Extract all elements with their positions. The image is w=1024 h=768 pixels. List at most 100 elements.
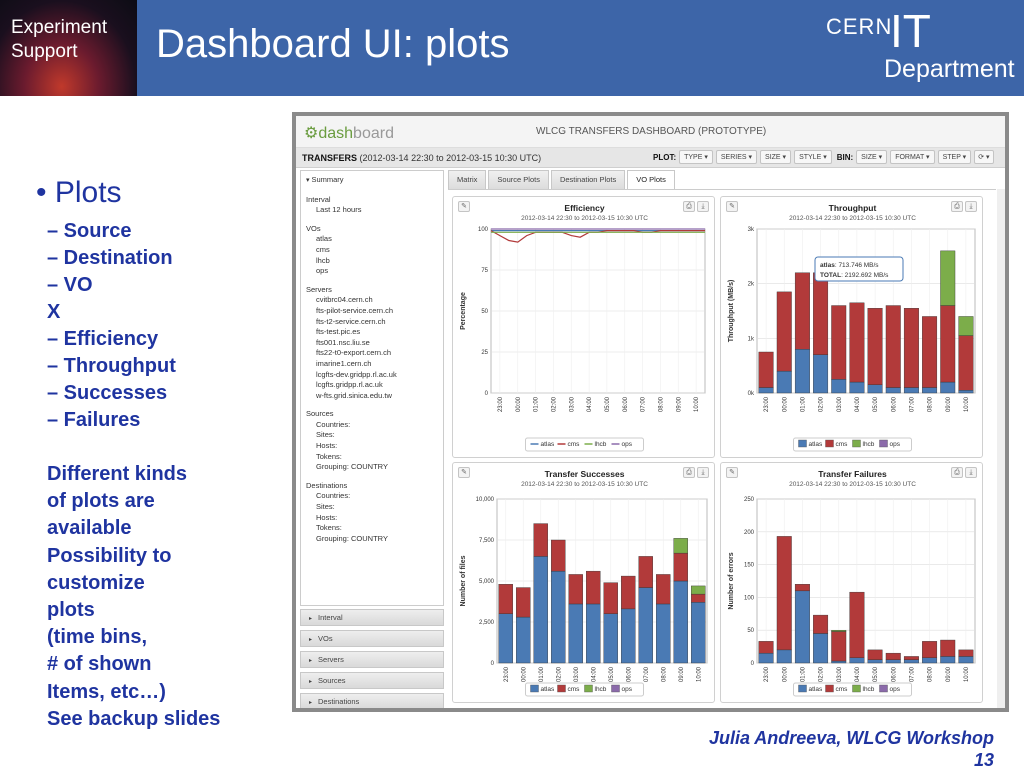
download-icon[interactable]: ⤓ bbox=[697, 467, 709, 478]
bar-atlas[interactable] bbox=[794, 590, 810, 664]
bar-atlas[interactable] bbox=[794, 349, 810, 394]
bin-step-dropdown[interactable]: STEP bbox=[937, 150, 972, 164]
download-icon[interactable]: ⤓ bbox=[697, 201, 709, 212]
bar-cms[interactable] bbox=[691, 593, 706, 603]
bar-cms[interactable] bbox=[813, 272, 829, 355]
bar-cms[interactable] bbox=[603, 582, 618, 614]
bar-cms[interactable] bbox=[638, 556, 653, 588]
bar-cms[interactable] bbox=[758, 351, 774, 388]
bin-size-dropdown[interactable]: SIZE bbox=[856, 150, 888, 164]
bar-cms[interactable] bbox=[885, 305, 901, 388]
download-icon[interactable]: ⤓ bbox=[965, 467, 977, 478]
print-icon[interactable]: ⎙ bbox=[951, 201, 963, 212]
bar-cms[interactable] bbox=[586, 570, 601, 605]
plot-type-dropdown[interactable]: TYPE bbox=[679, 150, 713, 164]
bar-cms[interactable] bbox=[831, 631, 847, 662]
bar-cms[interactable] bbox=[867, 649, 883, 660]
bar-cms[interactable] bbox=[568, 574, 583, 605]
bar-atlas[interactable] bbox=[831, 660, 847, 664]
bar-cms[interactable] bbox=[498, 584, 513, 614]
bar-cms[interactable] bbox=[794, 272, 810, 350]
accordion-sources[interactable]: ▸ Sources bbox=[300, 672, 444, 689]
bar-atlas[interactable] bbox=[903, 387, 919, 394]
bar-cms[interactable] bbox=[831, 305, 847, 380]
accordion-servers[interactable]: ▸ Servers bbox=[300, 651, 444, 668]
print-icon[interactable]: ⎙ bbox=[683, 201, 695, 212]
bar-cms[interactable] bbox=[776, 291, 792, 372]
bar-atlas[interactable] bbox=[758, 387, 774, 394]
bar-cms[interactable] bbox=[849, 302, 865, 383]
edit-icon[interactable]: ✎ bbox=[726, 201, 738, 212]
refresh-icon[interactable]: ⟳ bbox=[974, 150, 994, 164]
plot-size-dropdown[interactable]: SIZE bbox=[760, 150, 792, 164]
edit-icon[interactable]: ✎ bbox=[458, 201, 470, 212]
bar-lhcb[interactable] bbox=[691, 585, 706, 595]
bar-atlas[interactable] bbox=[831, 379, 847, 394]
bar-cms[interactable] bbox=[516, 587, 531, 618]
bin-format-dropdown[interactable]: FORMAT bbox=[890, 150, 935, 164]
accordion-interval[interactable]: ▸ Interval bbox=[300, 609, 444, 626]
bar-atlas[interactable] bbox=[885, 387, 901, 394]
plot-series-dropdown[interactable]: SERIES bbox=[715, 150, 758, 164]
bar-cms[interactable] bbox=[673, 552, 688, 582]
bar-atlas[interactable] bbox=[867, 384, 883, 394]
bar-atlas[interactable] bbox=[533, 556, 548, 664]
bar-cms[interactable] bbox=[940, 305, 956, 383]
bar-atlas[interactable] bbox=[551, 570, 566, 664]
bar-atlas[interactable] bbox=[656, 603, 671, 664]
bar-atlas[interactable] bbox=[922, 387, 938, 394]
bar-atlas[interactable] bbox=[903, 659, 919, 664]
bar-cms[interactable] bbox=[958, 335, 974, 391]
bar-atlas[interactable] bbox=[586, 603, 601, 664]
bar-atlas[interactable] bbox=[516, 616, 531, 664]
bar-cms[interactable] bbox=[940, 639, 956, 657]
bar-atlas[interactable] bbox=[776, 370, 792, 394]
bar-atlas[interactable] bbox=[758, 652, 774, 664]
summary-toggle[interactable]: ▾ Summary bbox=[306, 175, 438, 187]
bar-cms[interactable] bbox=[813, 614, 829, 634]
edit-icon[interactable]: ✎ bbox=[458, 467, 470, 478]
bar-cms[interactable] bbox=[621, 575, 636, 610]
bar-atlas[interactable] bbox=[849, 657, 865, 664]
bar-atlas[interactable] bbox=[776, 649, 792, 664]
bar-cms[interactable] bbox=[958, 649, 974, 657]
bar-atlas[interactable] bbox=[621, 608, 636, 664]
bar-atlas[interactable] bbox=[922, 657, 938, 664]
bar-cms[interactable] bbox=[903, 308, 919, 388]
bar-atlas[interactable] bbox=[691, 602, 706, 664]
bar-atlas[interactable] bbox=[940, 381, 956, 394]
bar-cms[interactable] bbox=[867, 308, 883, 386]
tab-source-plots[interactable]: Source Plots bbox=[488, 170, 549, 189]
bar-cms[interactable] bbox=[656, 574, 671, 605]
accordion-destinations[interactable]: ▸ Destinations bbox=[300, 693, 444, 708]
bar-atlas[interactable] bbox=[568, 603, 583, 664]
bar-cms[interactable] bbox=[533, 523, 548, 557]
bar-cms[interactable] bbox=[903, 656, 919, 660]
bar-lhcb[interactable] bbox=[831, 629, 847, 632]
bar-lhcb[interactable] bbox=[958, 316, 974, 336]
edit-icon[interactable]: ✎ bbox=[726, 467, 738, 478]
bar-lhcb[interactable] bbox=[673, 538, 688, 554]
bar-atlas[interactable] bbox=[813, 354, 829, 394]
bar-atlas[interactable] bbox=[940, 656, 956, 664]
print-icon[interactable]: ⎙ bbox=[683, 467, 695, 478]
plot-style-dropdown[interactable]: STYLE bbox=[794, 150, 832, 164]
bar-cms[interactable] bbox=[885, 652, 901, 660]
bar-atlas[interactable] bbox=[958, 390, 974, 394]
bar-atlas[interactable] bbox=[849, 381, 865, 394]
bar-cms[interactable] bbox=[922, 316, 938, 388]
tab-vo-plots[interactable]: VO Plots bbox=[627, 170, 675, 189]
bar-atlas[interactable] bbox=[603, 613, 618, 664]
bar-atlas[interactable] bbox=[638, 587, 653, 664]
bar-atlas[interactable] bbox=[498, 613, 513, 664]
bar-cms[interactable] bbox=[758, 641, 774, 654]
bar-cms[interactable] bbox=[776, 536, 792, 651]
bar-cms[interactable] bbox=[922, 641, 938, 658]
bar-atlas[interactable] bbox=[867, 659, 883, 664]
bar-atlas[interactable] bbox=[885, 659, 901, 664]
bar-atlas[interactable] bbox=[958, 656, 974, 664]
bar-cms[interactable] bbox=[551, 539, 566, 572]
bar-atlas[interactable] bbox=[813, 633, 829, 664]
bar-cms[interactable] bbox=[849, 591, 865, 658]
print-icon[interactable]: ⎙ bbox=[951, 467, 963, 478]
